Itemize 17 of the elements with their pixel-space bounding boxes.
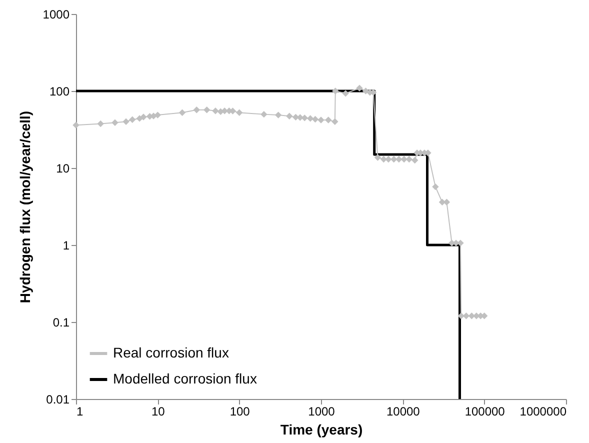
y-tick-label: 10 (56, 162, 70, 176)
y-tick-label: 1000 (42, 8, 70, 22)
x-tick-label: 1 (76, 404, 84, 418)
x-tick-label: 1000 (308, 404, 336, 418)
y-tick-label: 0.1 (52, 316, 70, 330)
x-axis-title: Time (years) (280, 422, 363, 438)
x-tick-label: 1000000 (520, 404, 567, 418)
x-tick-label: 10 (151, 404, 166, 418)
legend-label: Real corrosion flux (113, 344, 229, 360)
y-tick-label: 1 (62, 238, 70, 252)
x-tick-label: 100000 (464, 404, 506, 418)
y-axis-title: Hydrogen flux (mol/year/cell) (16, 110, 33, 304)
x-tick-label: 10000 (386, 404, 420, 418)
y-tick-label: 100 (49, 84, 70, 98)
legend-label: Modelled corrosion flux (113, 370, 257, 386)
y-tick-label: 0.01 (46, 392, 70, 406)
x-tick-label: 100 (230, 404, 250, 418)
